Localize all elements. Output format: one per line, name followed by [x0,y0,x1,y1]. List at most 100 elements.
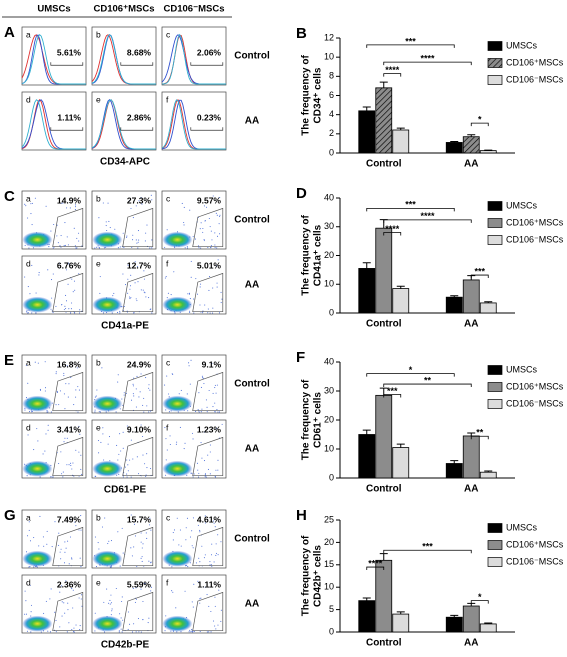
event-dot [60,558,61,559]
y-axis-label: CD34⁺ cells [313,67,324,123]
event-dot [210,444,211,445]
event-dot [121,398,122,399]
legend-label: CD106⁻MSCs [506,234,564,244]
event-dot [68,244,69,245]
event-dot [193,312,194,313]
event-dot [204,304,205,305]
event-dot [217,460,218,461]
event-dot [193,236,194,237]
event-dot [138,242,139,243]
event-dot [47,411,48,412]
event-dot [61,235,62,236]
event-dot [193,517,194,518]
event-dot [146,405,147,406]
event-dot [31,611,32,612]
event-dot [67,541,68,542]
density-blob [22,461,52,477]
event-dot [132,459,133,460]
gate-percent: 27.3% [127,195,152,205]
flow-plot: 7.49%a [22,510,86,568]
event-dot [74,281,75,282]
x-tick-label: AA [464,319,478,330]
event-dot [142,455,143,456]
event-dot [198,473,199,474]
gate-percent: 7.49% [57,514,82,524]
event-dot [214,561,215,562]
event-dot [132,555,133,556]
event-dot [124,392,125,393]
event-dot [193,438,194,439]
event-dot [210,247,211,248]
event-dot [63,602,64,603]
event-dot [62,476,63,477]
event-dot [213,621,214,622]
plot-letter: e [96,94,101,104]
bar [480,624,496,632]
event-dot [130,275,131,276]
event-dot [56,235,57,236]
column-header: CD106⁺MSCs [94,4,155,15]
event-dot [127,293,128,294]
significance-label: ** [424,375,432,385]
event-dot [164,385,165,386]
event-dot [58,404,59,405]
event-dot [208,631,209,632]
density-blob [92,616,122,632]
row-label: AA [245,116,259,127]
y-tick-label: 6 [329,90,334,100]
event-dot [211,245,212,246]
error-bar [363,263,371,269]
event-dot [173,532,174,533]
event-dot [78,273,79,274]
event-dot [133,217,134,218]
y-tick-label: 0 [329,472,334,482]
event-dot [165,615,166,616]
event-dot [211,554,212,555]
event-dot [27,475,28,476]
event-dot [30,213,31,214]
event-dot [64,541,65,542]
density-blob [162,551,192,567]
event-dot [130,547,131,548]
x-tick-label: Control [366,319,402,330]
event-dot [219,233,220,234]
event-dot [126,235,127,236]
event-dot [68,308,69,309]
event-dot [173,539,174,540]
event-dot [149,247,150,248]
event-dot [164,247,165,248]
event-dot [81,598,82,599]
event-dot [117,382,118,383]
legend-swatch [488,202,502,211]
flow-plot: 9.1%c [162,355,226,413]
event-dot [141,558,142,559]
bar [446,464,462,479]
event-dot [219,216,220,217]
legend-swatch [488,236,502,245]
event-dot [73,628,74,629]
event-dot [219,312,220,313]
event-dot [149,524,150,525]
event-dot [216,213,217,214]
event-dot [106,230,107,231]
event-dot [108,221,109,222]
event-dot [209,390,210,391]
event-dot [200,284,201,285]
event-dot [184,207,185,208]
flow-plot: 15.7%b [92,510,156,568]
legend-label: UMSCs [506,200,537,210]
bar [376,395,392,478]
y-tick-label: 25 [324,514,334,524]
event-dot [112,312,113,313]
event-dot [219,411,220,412]
event-dot [108,603,109,604]
gate-percent: 9.1% [202,359,222,369]
plot-letter: e [96,422,101,432]
event-dot [55,306,56,307]
event-dot [216,543,217,544]
y-tick-label: 15 [324,559,334,569]
event-dot [26,311,27,312]
plot-letter: a [26,193,31,203]
event-dot [192,433,193,434]
event-dot [184,448,185,449]
